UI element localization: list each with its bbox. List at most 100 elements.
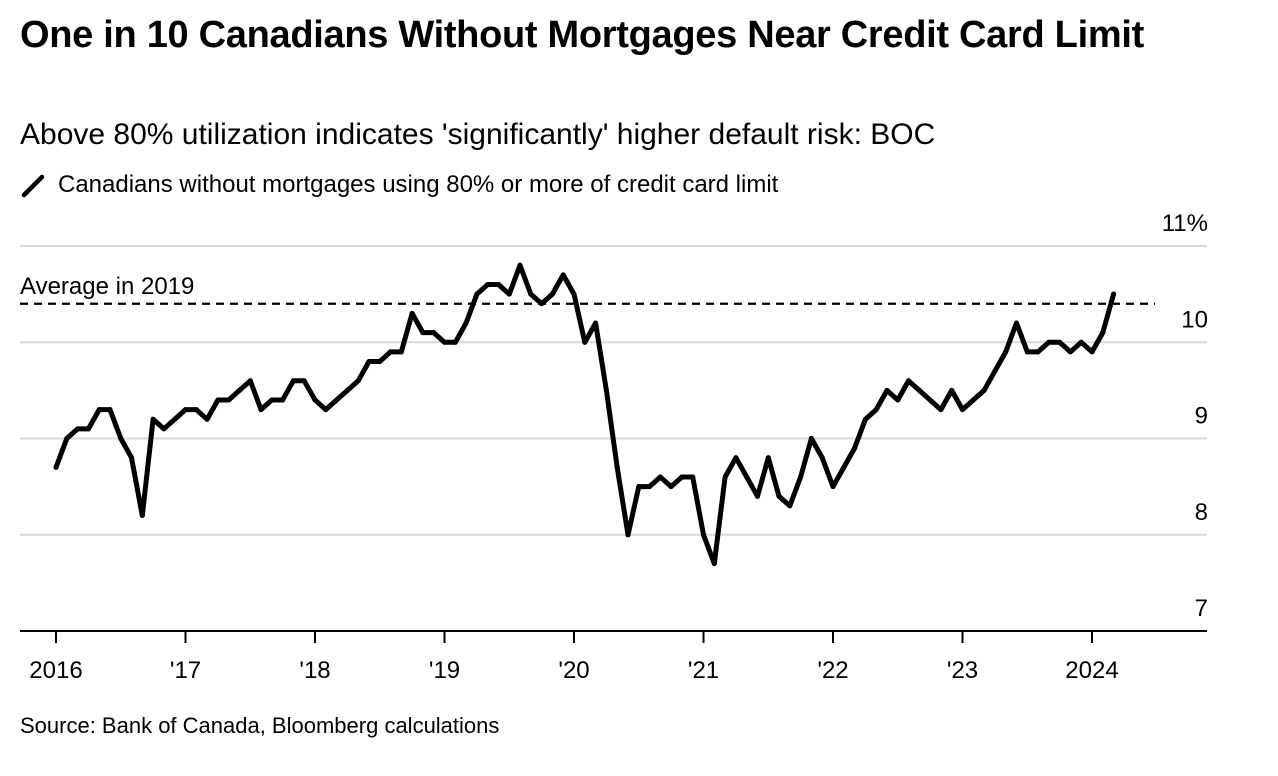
- gridlines: [20, 245, 1207, 536]
- data-point: [474, 291, 480, 297]
- data-point: [647, 484, 652, 490]
- data-point: [301, 378, 307, 384]
- data-point: [744, 474, 750, 480]
- data-point: [916, 387, 922, 393]
- data-point: [215, 397, 221, 403]
- data-point: [420, 330, 426, 336]
- data-point: [582, 339, 588, 345]
- data-point: [981, 387, 987, 393]
- data-point: [657, 474, 663, 480]
- data-point: [258, 407, 264, 413]
- data-point: [819, 455, 825, 461]
- data-point: [927, 397, 933, 403]
- legend: Canadians without mortgages using 80% or…: [20, 168, 778, 202]
- x-tick-label: 2024: [1065, 657, 1118, 684]
- data-point: [398, 349, 404, 355]
- data-point: [701, 532, 706, 538]
- data-point: [906, 378, 911, 384]
- legend-label: Canadians without mortgages using 80% or…: [58, 171, 779, 198]
- data-point: [204, 416, 210, 422]
- y-tick-label: 8: [1195, 499, 1208, 526]
- data-point: [496, 282, 501, 287]
- data-point: [226, 397, 232, 403]
- data-point: [485, 282, 491, 287]
- data-point: [377, 359, 383, 364]
- data-point: [183, 407, 188, 413]
- data-point: [1057, 339, 1063, 345]
- data-point: [409, 310, 415, 316]
- data-point: [722, 474, 728, 480]
- data-point: [938, 407, 944, 413]
- data-point: [873, 407, 879, 413]
- data-point: [290, 378, 296, 384]
- data-point: [463, 320, 469, 326]
- x-axis: 2016 '17 '18 '19 '20 '21 '22 '23 2024: [20, 630, 1207, 684]
- data-point: [571, 291, 577, 297]
- data-point: [528, 291, 534, 297]
- data-point: [172, 416, 178, 422]
- data-point: [776, 493, 782, 499]
- data-point: [323, 407, 329, 413]
- y-tick-label: 11%: [1162, 210, 1208, 237]
- data-point: [129, 455, 134, 461]
- data-point: [96, 407, 102, 413]
- data-point: [668, 484, 674, 490]
- x-tick-label: '19: [429, 657, 460, 684]
- data-point: [1024, 349, 1030, 355]
- data-point: [1003, 349, 1009, 355]
- x-tick-label: 2016: [29, 657, 82, 684]
- x-tick-label: '20: [558, 657, 589, 684]
- data-point: [830, 484, 836, 490]
- data-point: [679, 474, 685, 480]
- data-point: [366, 359, 372, 364]
- data-point: [593, 320, 599, 326]
- data-point: [895, 397, 901, 403]
- data-point: [269, 397, 275, 403]
- data-point: [603, 387, 609, 393]
- data-point: [150, 416, 156, 422]
- data-point: [247, 378, 253, 384]
- data-point: [1014, 320, 1019, 326]
- x-tick-label: '17: [170, 657, 201, 684]
- data-point: [107, 407, 113, 413]
- data-point: [841, 464, 847, 470]
- source-note: Source: Bank of Canada, Bloomberg calcul…: [20, 713, 500, 738]
- data-point: [506, 291, 512, 297]
- y-tick-label: 7: [1195, 595, 1208, 622]
- x-tick-label: '18: [299, 657, 330, 684]
- data-point: [442, 339, 447, 345]
- data-point: [1111, 291, 1117, 297]
- data-point: [312, 397, 318, 403]
- data-point: [53, 464, 59, 470]
- data-point: [344, 387, 350, 393]
- data-point: [862, 416, 868, 422]
- data-point: [755, 493, 760, 499]
- data-point: [625, 532, 631, 538]
- data-point: [970, 397, 976, 403]
- data-point: [75, 426, 81, 432]
- data-point: [431, 330, 437, 336]
- data-point: [711, 561, 717, 567]
- x-tick-label: '22: [817, 657, 848, 684]
- data-point: [884, 387, 890, 393]
- data-point: [992, 368, 998, 374]
- data-point: [118, 436, 124, 441]
- data-point: [355, 378, 361, 384]
- data-point: [1046, 339, 1052, 345]
- diagonal-line-icon: [21, 174, 45, 198]
- data-point: [539, 301, 545, 307]
- data-point: [452, 339, 458, 345]
- data-point: [949, 387, 955, 393]
- data-point: [161, 426, 167, 432]
- y-tick-label: 9: [1195, 403, 1208, 430]
- y-axis-tick-labels: 7 8 9 10 11%: [1162, 210, 1208, 622]
- data-point: [852, 445, 858, 451]
- data-point: [334, 397, 340, 403]
- series: [53, 262, 1117, 567]
- data-point: [517, 262, 523, 268]
- data-point: [85, 426, 91, 432]
- data-point: [1089, 349, 1095, 355]
- data-point: [139, 513, 145, 518]
- data-point: [733, 455, 739, 461]
- data-point: [765, 455, 771, 461]
